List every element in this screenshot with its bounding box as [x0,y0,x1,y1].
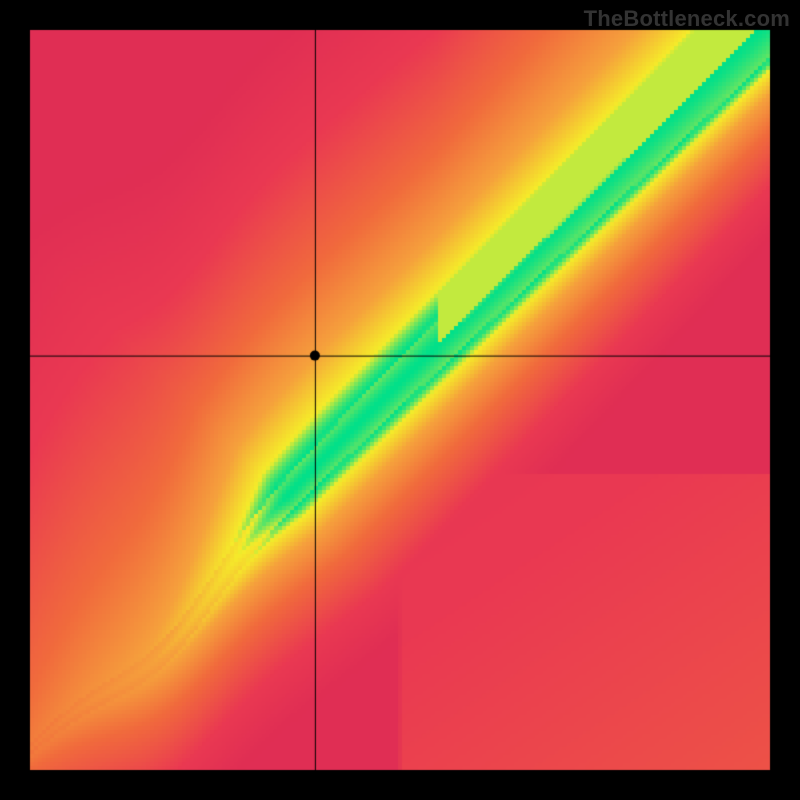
bottleneck-heatmap [0,0,800,800]
watermark-text: TheBottleneck.com [584,6,790,32]
